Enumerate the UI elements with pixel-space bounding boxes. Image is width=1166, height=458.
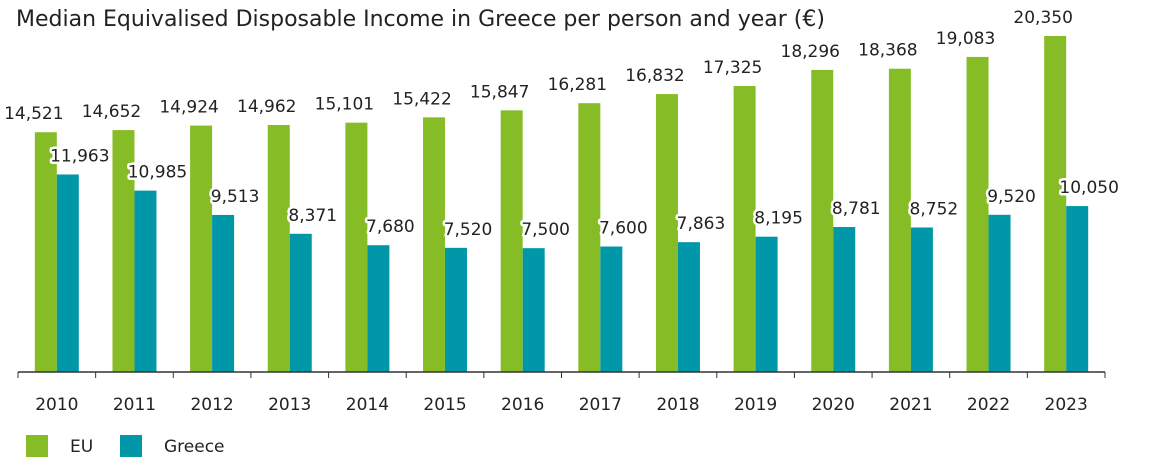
x-tick-label: 2022 — [967, 395, 1010, 415]
bar — [600, 246, 623, 372]
x-tick-label: 2019 — [734, 395, 777, 415]
bar — [966, 56, 989, 373]
bar — [811, 69, 834, 373]
x-tick-label: 2017 — [579, 395, 622, 415]
bar — [677, 242, 700, 372]
value-label: 7,680 — [366, 217, 415, 237]
value-label: 20,350 — [1013, 8, 1072, 28]
value-label: 10,985 — [128, 163, 187, 183]
bar — [1044, 36, 1067, 372]
legend-swatch — [120, 435, 142, 457]
bar — [267, 124, 290, 372]
bar — [34, 132, 57, 372]
bar — [289, 233, 312, 372]
value-label: 14,924 — [159, 98, 218, 118]
value-label: 8,752 — [910, 199, 959, 219]
legend-label: EU — [70, 437, 93, 457]
value-label: 8,371 — [288, 206, 337, 226]
x-tick-label: 2021 — [889, 395, 932, 415]
bar — [988, 214, 1011, 372]
value-label: 16,832 — [625, 66, 684, 86]
value-label: 9,513 — [211, 187, 260, 207]
x-tick-label: 2016 — [501, 395, 544, 415]
value-label: 7,863 — [677, 214, 726, 234]
value-label: 14,521 — [4, 104, 63, 124]
bar — [367, 245, 390, 372]
bar — [888, 68, 911, 372]
x-tick-label: 2012 — [190, 395, 233, 415]
x-tick-label: 2013 — [268, 395, 311, 415]
value-label: 8,195 — [754, 209, 803, 229]
bar — [212, 214, 235, 372]
value-label: 17,325 — [703, 58, 762, 78]
x-tick-label: 2015 — [423, 395, 466, 415]
legend-swatch — [26, 435, 48, 457]
value-label: 7,500 — [521, 220, 570, 240]
x-tick-label: 2023 — [1045, 395, 1088, 415]
chart-title: Median Equivalised Disposable Income in … — [16, 7, 825, 32]
value-label: 15,422 — [392, 89, 451, 109]
bar — [655, 94, 678, 372]
value-label: 18,368 — [858, 41, 917, 61]
bar — [423, 117, 446, 372]
value-label: 19,083 — [936, 29, 995, 49]
value-label: 15,101 — [315, 95, 374, 115]
value-label: 8,781 — [832, 199, 881, 219]
value-label: 18,296 — [781, 42, 840, 62]
value-label: 11,963 — [50, 146, 109, 166]
value-label: 10,050 — [1059, 178, 1118, 198]
bar — [112, 130, 135, 372]
bar — [500, 110, 523, 372]
x-tick-label: 2010 — [35, 395, 78, 415]
bar — [755, 236, 778, 372]
bar — [1066, 206, 1089, 372]
value-label: 7,520 — [444, 220, 493, 240]
bar — [56, 174, 79, 372]
value-label: 15,847 — [470, 82, 529, 102]
value-label: 16,281 — [548, 75, 607, 95]
bar — [733, 85, 756, 372]
value-label: 7,600 — [599, 219, 648, 239]
bar — [910, 227, 933, 372]
bar — [833, 227, 856, 372]
bar — [134, 190, 157, 372]
bar — [578, 103, 601, 373]
x-tick-label: 2014 — [346, 395, 389, 415]
value-label: 14,652 — [82, 102, 141, 122]
bar — [190, 125, 213, 372]
x-tick-label: 2018 — [656, 395, 699, 415]
value-label: 14,962 — [237, 97, 296, 117]
bar — [445, 247, 468, 372]
bar — [522, 248, 545, 372]
x-tick-label: 2020 — [812, 395, 855, 415]
bar — [345, 122, 368, 372]
x-tick-label: 2011 — [113, 395, 156, 415]
legend-label: Greece — [164, 437, 225, 457]
value-label: 9,520 — [987, 187, 1036, 207]
